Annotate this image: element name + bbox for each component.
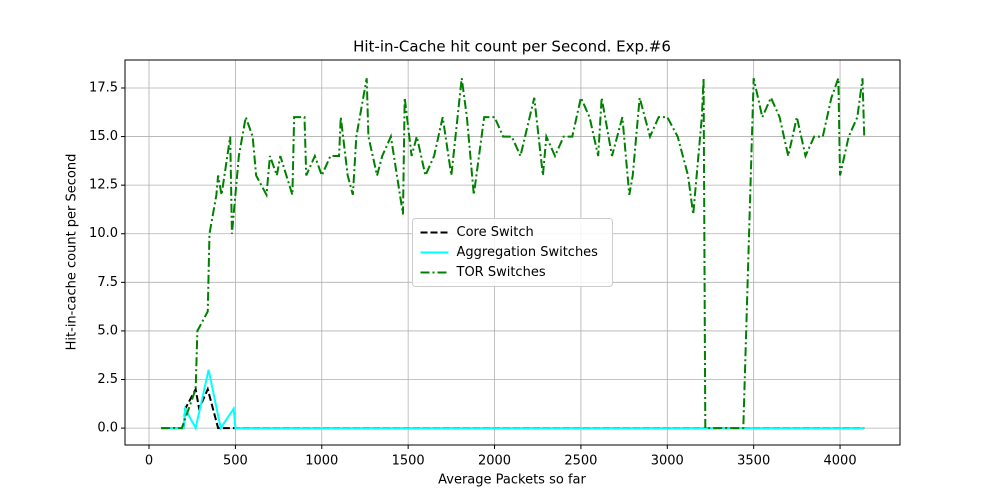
legend-box: [412, 218, 613, 287]
legend-label: TOR Switches: [456, 265, 546, 280]
y-tick-label: 10.0: [89, 226, 118, 241]
legend-label: Aggregation Switches: [457, 245, 599, 260]
y-tick-label: 17.5: [89, 80, 118, 95]
x-tick-label: 0: [145, 454, 153, 469]
y-tick-label: 0.0: [97, 421, 118, 436]
x-tick-label: 1500: [392, 454, 425, 469]
x-tick-label: 4000: [824, 454, 857, 469]
series-line: [161, 386, 865, 430]
y-tick-label: 2.5: [97, 372, 118, 387]
y-tick-label: 15.0: [89, 129, 118, 144]
y-tick-label: 12.5: [89, 178, 118, 193]
x-tick-label: 500: [223, 454, 248, 469]
x-axis-label: Average Packets so far: [438, 473, 586, 488]
y-axis-label: Hit-in-cache count per Second: [65, 154, 80, 351]
x-tick-label: 2000: [478, 454, 511, 469]
y-tick-label: 5.0: [97, 323, 118, 338]
series-line: [161, 369, 865, 431]
x-tick-label: 3000: [651, 454, 684, 469]
x-tick-label: 2500: [564, 454, 597, 469]
x-tick-label: 1000: [305, 454, 338, 469]
plot-frame: [124, 59, 901, 446]
x-tick-label: 3500: [737, 454, 770, 469]
y-tick-label: 7.5: [97, 275, 118, 290]
chart-title: Hit-in-Cache hit count per Second. Exp.#…: [353, 38, 671, 56]
legend-label: Core Switch: [457, 225, 534, 240]
series-line: [161, 77, 866, 430]
